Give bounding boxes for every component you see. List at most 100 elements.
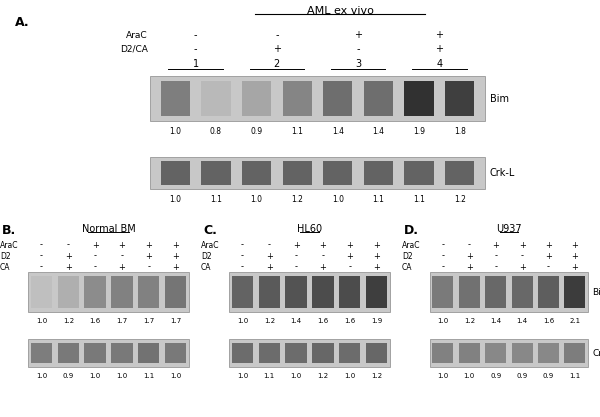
Bar [366,343,387,363]
Text: -: - [194,44,197,54]
Text: +: + [266,263,273,271]
Bar [85,343,106,363]
Bar [31,276,52,308]
Text: 2.1: 2.1 [569,318,580,324]
Text: 1.8: 1.8 [454,126,466,136]
Text: +: + [373,263,380,271]
Text: -: - [468,241,471,249]
Text: 1.0: 1.0 [169,126,181,136]
Text: -: - [268,241,271,249]
Text: Crk-L: Crk-L [490,168,515,178]
Text: 1.0: 1.0 [251,194,263,203]
Bar [485,343,506,363]
Text: 1.1: 1.1 [413,194,425,203]
Text: 1.2: 1.2 [317,373,329,379]
Bar [459,343,480,363]
Text: 0.9: 0.9 [517,373,528,379]
Text: -: - [241,241,244,249]
Text: 1.7: 1.7 [116,318,128,324]
Text: 0.8: 0.8 [210,126,222,136]
Bar [430,339,588,367]
Bar [259,276,280,308]
Text: 1.7: 1.7 [170,318,181,324]
Text: 1.0: 1.0 [89,373,101,379]
Text: AraC: AraC [201,241,220,249]
Bar [232,276,253,308]
Text: Crk-L: Crk-L [592,349,600,357]
Text: +: + [119,263,125,271]
Text: -: - [547,263,550,271]
Text: -: - [295,251,298,261]
Bar [538,276,559,308]
Bar [312,276,334,308]
Text: 1.0: 1.0 [332,194,344,203]
Text: 1.2: 1.2 [454,194,466,203]
Text: +: + [373,241,380,249]
Text: -: - [94,251,97,261]
Text: U937: U937 [496,224,522,234]
Text: D2: D2 [201,251,212,261]
Text: Bim: Bim [592,287,600,296]
Text: -: - [275,30,278,40]
Text: 1.4: 1.4 [517,318,527,324]
Bar [28,339,189,367]
Text: 1.2: 1.2 [264,318,275,324]
Text: 0.9: 0.9 [543,373,554,379]
Text: A.: A. [15,16,29,29]
Text: 1.0: 1.0 [36,318,47,324]
Text: -: - [322,251,325,261]
Text: +: + [571,241,578,249]
Text: 1.0: 1.0 [237,318,248,324]
Text: D2: D2 [402,251,413,261]
Text: +: + [65,251,72,261]
Text: -: - [241,251,244,261]
Bar [58,343,79,363]
Text: -: - [348,263,351,271]
Bar [283,161,312,185]
Bar [111,343,133,363]
Text: 1.0: 1.0 [237,373,248,379]
Text: 1.1: 1.1 [264,373,275,379]
Text: -: - [40,241,43,249]
Bar [161,161,190,185]
Bar [430,272,588,312]
Text: 1.9: 1.9 [413,126,425,136]
Text: -: - [494,251,497,261]
Bar [404,81,434,116]
Bar [161,81,190,116]
Text: D2: D2 [0,251,11,261]
Text: 1.4: 1.4 [373,126,385,136]
Text: 1.6: 1.6 [89,318,101,324]
Text: 0.9: 0.9 [251,126,263,136]
Bar [58,276,79,308]
Text: 1.2: 1.2 [464,318,475,324]
Text: +: + [293,241,299,249]
Bar [459,276,480,308]
Text: 1.0: 1.0 [437,318,449,324]
Text: CA: CA [201,263,212,271]
Bar [259,343,280,363]
Text: +: + [145,241,152,249]
Text: 1.1: 1.1 [143,373,154,379]
Text: +: + [492,241,499,249]
Bar [364,161,393,185]
Bar [138,276,160,308]
Text: +: + [518,241,526,249]
Text: -: - [442,241,445,249]
Text: 0.9: 0.9 [63,373,74,379]
Bar [229,339,390,367]
Text: CA: CA [0,263,11,271]
Bar [433,343,454,363]
Text: 1.2: 1.2 [63,318,74,324]
Text: 1.0: 1.0 [36,373,47,379]
Text: -: - [67,241,70,249]
Text: +: + [172,263,179,271]
Text: +: + [273,44,281,54]
Bar [85,276,106,308]
Bar [364,81,393,116]
Text: +: + [518,263,526,271]
Text: 1.1: 1.1 [291,126,303,136]
Text: +: + [373,251,380,261]
Text: 1.0: 1.0 [170,373,181,379]
Text: 3: 3 [355,59,361,69]
